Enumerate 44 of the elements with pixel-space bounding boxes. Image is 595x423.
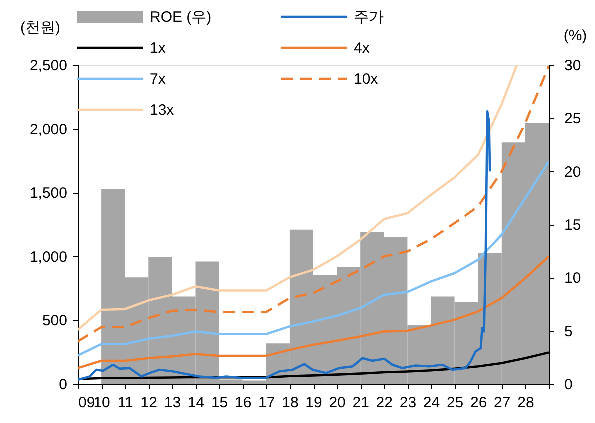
y-axis-title: (천원) <box>20 20 60 36</box>
x-tick-label: 27 <box>494 394 511 412</box>
x-tick-label: 21 <box>352 394 370 412</box>
y2-tick-label: 15 <box>564 217 582 234</box>
x-tick-label: 25 <box>446 394 464 412</box>
y2-tick-label: 5 <box>564 323 573 340</box>
legend-label: 7x <box>150 71 166 88</box>
x-tick-label: 13 <box>164 394 182 412</box>
x-tick-label: 10 <box>94 394 110 412</box>
line-series <box>78 256 549 370</box>
x-tick-label: 11 <box>118 394 134 412</box>
x-tick-label: 19 <box>306 394 322 412</box>
legend-label: 주가 <box>354 9 384 26</box>
legend-label: ROE (우) <box>150 9 212 26</box>
y2-tick-label: 30 <box>564 58 582 74</box>
y-tick-label: 2,000 <box>30 121 68 138</box>
x-tick-label: 26 <box>470 394 488 412</box>
legend-label: 1x <box>150 40 166 57</box>
x-tick-label: 23 <box>400 394 417 412</box>
y2-tick-label: 20 <box>564 164 582 181</box>
y-tick-label: 1,000 <box>30 248 68 266</box>
y2-tick-label: 0 <box>564 376 573 394</box>
y2-tick-label: 10 <box>564 270 582 288</box>
x-tick-label: 16 <box>235 394 252 412</box>
x-tick-label: 12 <box>140 394 158 412</box>
y2-axis-title: (%) <box>564 28 588 44</box>
y-tick-label: 1,500 <box>30 185 68 202</box>
x-tick-label: 09 <box>78 394 96 412</box>
x-tick-label: 15 <box>211 394 228 412</box>
x-tick-label: 28 <box>518 394 534 412</box>
line-series <box>78 160 549 357</box>
legend-label: 4x <box>354 40 370 57</box>
x-tick-label: 14 <box>188 394 205 412</box>
x-tick-label: 20 <box>329 394 346 412</box>
x-tick-label: 22 <box>376 394 393 412</box>
legend-label: 13x <box>150 102 175 119</box>
y2-tick-label: 25 <box>564 110 582 128</box>
x-tick-label: 17 <box>258 394 276 412</box>
y-tick-label: 500 <box>42 312 68 330</box>
x-tick-label: 24 <box>423 394 440 412</box>
legend-label: 10x <box>354 71 379 88</box>
x-tick-label: 18 <box>282 394 299 412</box>
y-tick-label: 0 <box>59 376 68 394</box>
y-tick-label: 2,500 <box>30 58 68 74</box>
